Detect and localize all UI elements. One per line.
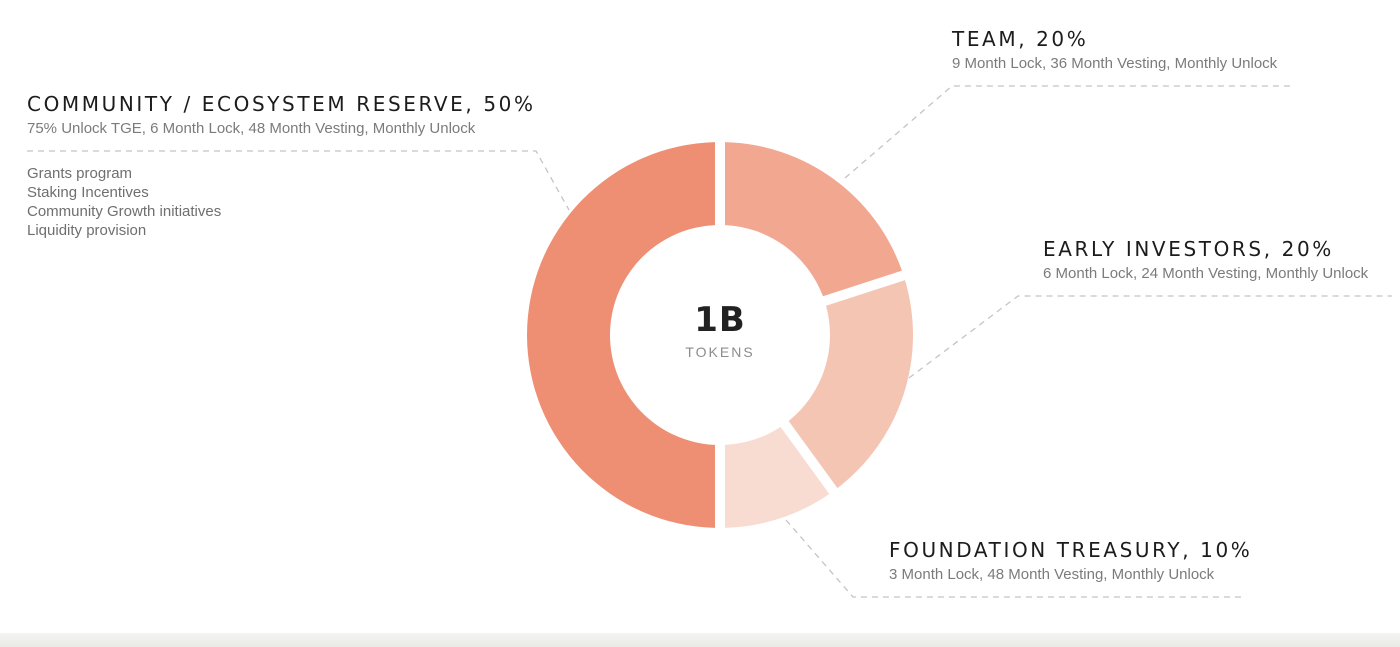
slice-community (527, 142, 716, 528)
leader-lines (27, 85, 1392, 598)
note-item: Grants program (27, 165, 133, 182)
leader-foundation-treasury (785, 519, 1245, 598)
team-title: TEAM, 20% (952, 27, 1089, 51)
note-item: Staking Incentives (27, 184, 149, 201)
legend-community: COMMUNITY / ECOSYSTEM RESERVE, 50% 75% U… (27, 92, 536, 138)
community-title: COMMUNITY / ECOSYSTEM RESERVE, 50% (27, 92, 536, 116)
note-item: Liquidity provision (27, 222, 147, 239)
early-investors-details: 6 Month Lock, 24 Month Vesting, Monthly … (1043, 265, 1369, 282)
legend-foundation-treasury: FOUNDATION TREASURY, 10% 3 Month Lock, 4… (889, 538, 1252, 584)
leader-early-investors (908, 295, 1392, 379)
foundation-treasury-details: 3 Month Lock, 48 Month Vesting, Monthly … (889, 566, 1215, 583)
community-details: 75% Unlock TGE, 6 Month Lock, 48 Month V… (27, 120, 476, 137)
foundation-treasury-title: FOUNDATION TREASURY, 10% (889, 538, 1253, 562)
leader-team (844, 85, 1292, 179)
legend-early-investors: EARLY INVESTORS, 20% 6 Month Lock, 24 Mo… (1043, 237, 1368, 283)
bottom-edge-strip (0, 633, 1400, 647)
slice-team (724, 142, 902, 297)
slice-foundation (724, 426, 830, 528)
total-supply-value: 1B (694, 300, 746, 340)
leader-community (27, 150, 570, 211)
early-investors-title: EARLY INVESTORS, 20% (1043, 237, 1334, 261)
community-notes-list: Grants program Staking Incentives Commun… (27, 164, 221, 240)
total-supply-unit: TOKENS (685, 344, 755, 360)
legend-team: TEAM, 20% 9 Month Lock, 36 Month Vesting… (952, 27, 1277, 73)
slice-early (788, 280, 913, 489)
donut-slices (527, 142, 913, 528)
note-item: Community Growth initiatives (27, 203, 222, 220)
donut-center-label: 1B TOKENS (620, 300, 820, 360)
team-details: 9 Month Lock, 36 Month Vesting, Monthly … (952, 55, 1278, 72)
